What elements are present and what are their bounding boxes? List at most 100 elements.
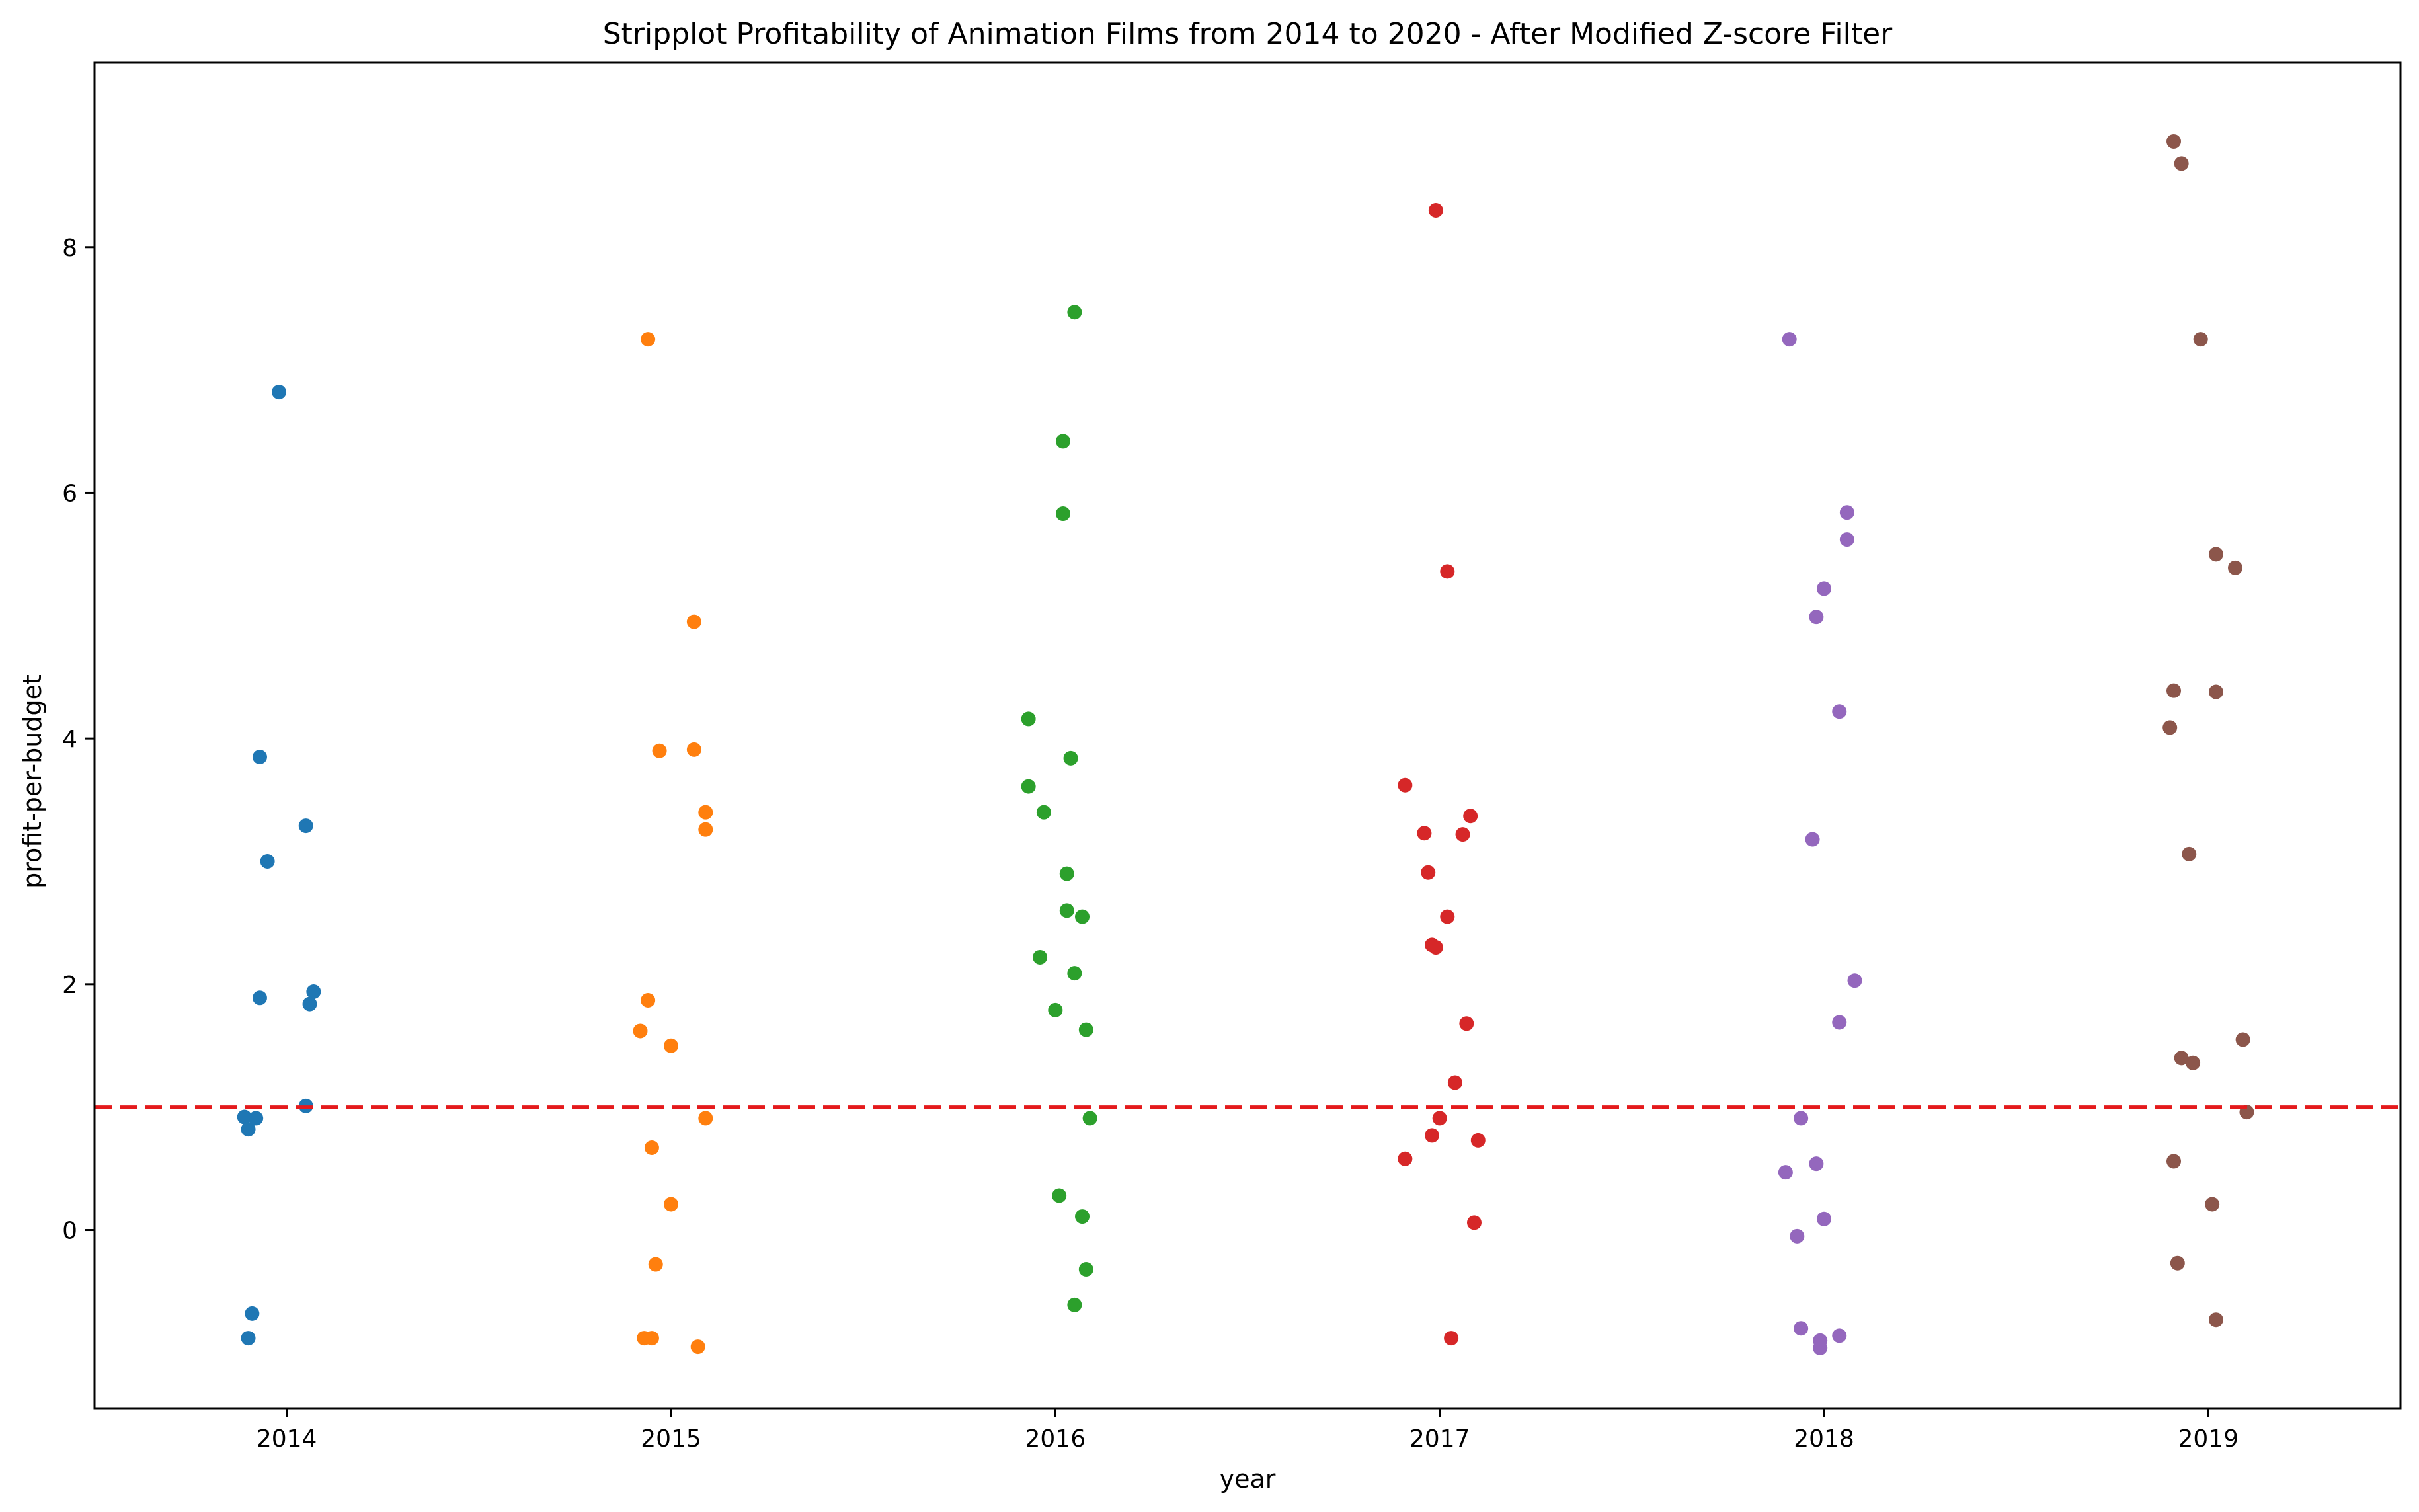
data-point-2018 xyxy=(1809,610,1824,625)
data-point-2019 xyxy=(2208,1312,2223,1328)
y-axis-label: profit-per-budget xyxy=(18,674,47,889)
x-tick-label: 2015 xyxy=(641,1425,701,1452)
x-tick-label: 2017 xyxy=(1409,1425,1470,1452)
data-point-2018 xyxy=(1805,832,1820,847)
data-point-2017 xyxy=(1463,809,1478,824)
data-point-2018 xyxy=(1832,704,1847,719)
data-point-2017 xyxy=(1428,940,1443,955)
data-point-2017 xyxy=(1455,827,1470,842)
data-point-2017 xyxy=(1447,1075,1462,1090)
data-point-2018 xyxy=(1839,505,1854,520)
data-point-2015 xyxy=(690,1339,705,1355)
data-point-2018 xyxy=(1794,1111,1809,1126)
data-point-2017 xyxy=(1425,1128,1440,1143)
x-axis-label: year xyxy=(1220,1464,1276,1493)
y-tick-label: 4 xyxy=(62,726,77,753)
data-point-2015 xyxy=(698,822,713,837)
x-tick-label: 2016 xyxy=(1025,1425,1086,1452)
y-tick-label: 0 xyxy=(62,1218,77,1245)
data-point-2019 xyxy=(2182,846,2197,861)
data-point-2017 xyxy=(1421,865,1436,880)
data-point-2019 xyxy=(2174,1051,2189,1066)
data-point-2018 xyxy=(1813,1340,1828,1355)
data-point-2017 xyxy=(1432,1111,1447,1126)
data-point-2018 xyxy=(1782,332,1797,347)
data-point-2018 xyxy=(1839,532,1854,547)
data-point-2015 xyxy=(686,742,701,757)
data-point-2016 xyxy=(1082,1111,1097,1126)
data-point-2017 xyxy=(1466,1215,1482,1230)
data-point-2015 xyxy=(664,1197,678,1212)
data-point-2014 xyxy=(249,1111,264,1126)
data-point-2017 xyxy=(1428,203,1443,218)
y-tick-label: 6 xyxy=(62,480,77,507)
data-point-2015 xyxy=(644,1140,659,1156)
data-point-2016 xyxy=(1055,506,1070,522)
data-point-2015 xyxy=(641,332,656,347)
data-point-2017 xyxy=(1470,1133,1486,1148)
data-point-2016 xyxy=(1075,909,1090,924)
x-tick-label: 2018 xyxy=(1794,1425,1854,1452)
data-point-2015 xyxy=(641,992,656,1008)
y-tick-label: 2 xyxy=(62,972,77,999)
data-point-2019 xyxy=(2228,560,2243,575)
data-point-2016 xyxy=(1067,1297,1082,1312)
data-point-2017 xyxy=(1398,777,1413,793)
data-point-2019 xyxy=(2162,720,2178,735)
data-point-2019 xyxy=(2193,332,2208,347)
data-point-2018 xyxy=(1817,581,1831,596)
data-point-2014 xyxy=(298,818,313,834)
data-point-2018 xyxy=(1794,1321,1809,1336)
data-point-2014 xyxy=(272,385,287,400)
data-point-2019 xyxy=(2208,684,2223,699)
data-point-2018 xyxy=(1847,973,1862,988)
data-point-2019 xyxy=(2166,683,2182,698)
axes-frame xyxy=(93,61,2402,1410)
data-point-2014 xyxy=(306,984,321,999)
data-point-2016 xyxy=(1021,711,1036,727)
data-point-2019 xyxy=(2170,1255,2185,1271)
data-point-2016 xyxy=(1059,866,1074,881)
data-point-2015 xyxy=(664,1038,678,1053)
data-point-2014 xyxy=(252,990,267,1006)
data-point-2015 xyxy=(686,614,701,629)
data-point-2016 xyxy=(1033,949,1048,965)
data-point-2016 xyxy=(1078,1022,1093,1037)
data-point-2015 xyxy=(698,1111,713,1126)
data-point-2018 xyxy=(1832,1015,1847,1030)
data-point-2014 xyxy=(241,1122,256,1137)
y-axis-ticks: 0 2 4 6 8 xyxy=(62,235,95,1245)
data-points xyxy=(237,134,2254,1355)
x-axis-ticks: 2014 2015 2016 2017 2018 2019 xyxy=(257,1408,2239,1452)
data-point-2018 xyxy=(1817,1211,1831,1226)
data-point-2015 xyxy=(698,805,713,820)
data-point-2014 xyxy=(237,1109,252,1125)
data-point-2017 xyxy=(1459,1016,1474,1031)
data-point-2017 xyxy=(1417,826,1432,841)
x-tick-label: 2019 xyxy=(2178,1425,2239,1452)
data-point-2019 xyxy=(2186,1055,2201,1070)
data-point-2016 xyxy=(1067,305,1082,320)
data-point-2014 xyxy=(245,1306,260,1321)
data-point-2016 xyxy=(1048,1002,1063,1017)
data-point-2018 xyxy=(1809,1156,1824,1172)
data-point-2016 xyxy=(1078,1261,1093,1277)
data-point-2015 xyxy=(633,1023,648,1039)
data-point-2017 xyxy=(1440,564,1455,579)
data-point-2015 xyxy=(652,743,667,758)
data-point-2017 xyxy=(1440,909,1455,924)
x-tick-label: 2014 xyxy=(257,1425,317,1452)
chart-title: Stripplot Profitability of Animation Fil… xyxy=(603,17,1893,51)
data-point-2017 xyxy=(1444,1331,1459,1346)
data-point-2019 xyxy=(2205,1197,2220,1212)
data-point-2016 xyxy=(1059,903,1074,918)
data-point-2019 xyxy=(2235,1032,2250,1047)
data-point-2014 xyxy=(260,854,275,869)
data-point-2018 xyxy=(1790,1228,1805,1244)
data-point-2017 xyxy=(1398,1151,1413,1166)
data-point-2018 xyxy=(1832,1328,1847,1343)
data-point-2016 xyxy=(1075,1209,1090,1224)
data-point-2014 xyxy=(302,996,317,1012)
data-point-2016 xyxy=(1067,966,1082,981)
